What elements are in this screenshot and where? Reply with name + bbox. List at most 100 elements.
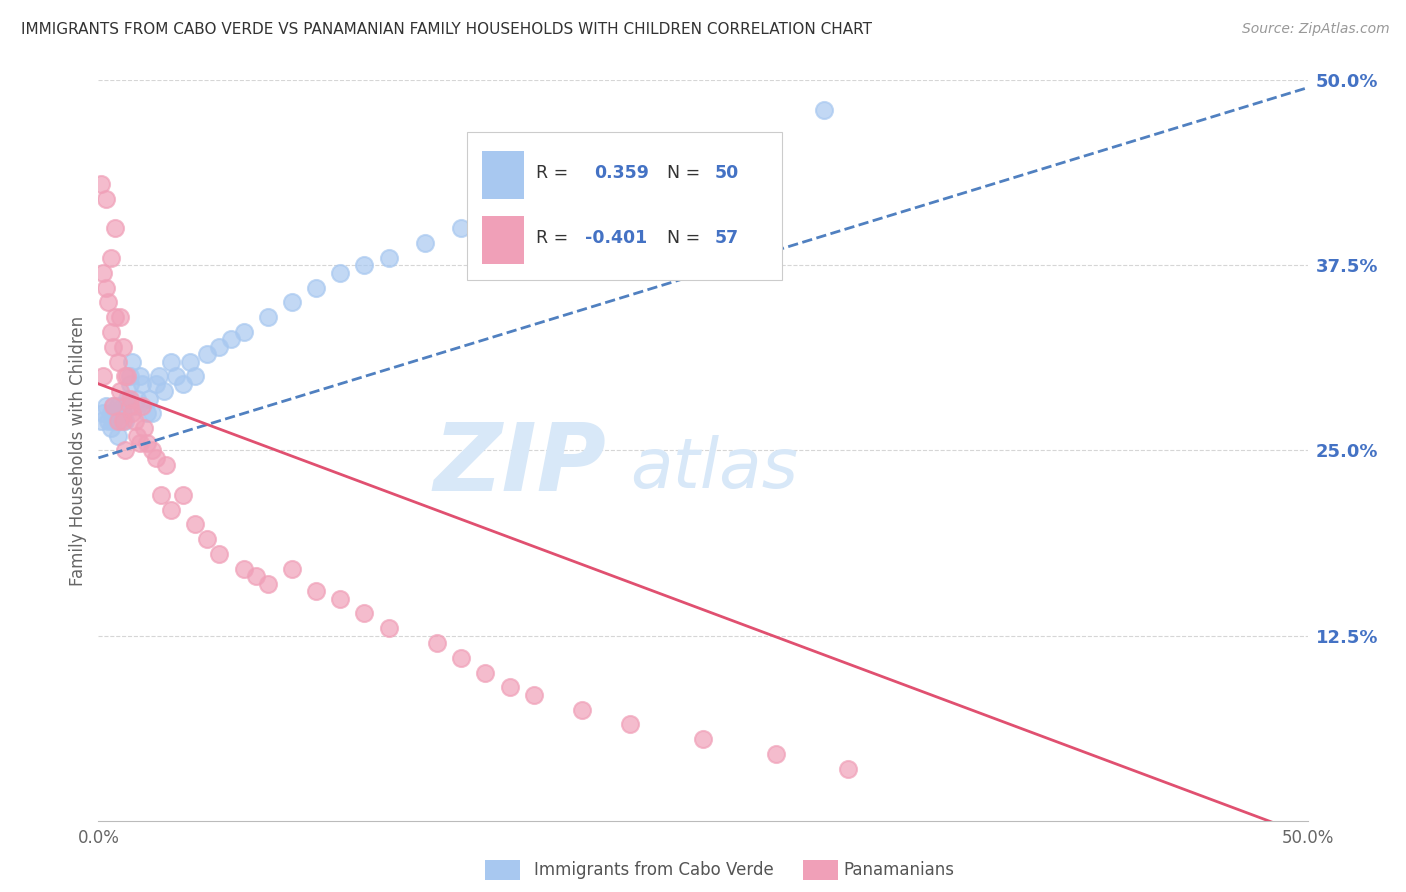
Point [523, 688, 546, 702]
Text: Immigrants from Cabo Verde: Immigrants from Cabo Verde [534, 861, 775, 879]
Point [208, 547, 231, 561]
Point [128, 369, 150, 384]
Point [90, 414, 112, 428]
Point [107, 399, 129, 413]
Point [281, 295, 304, 310]
Point [353, 607, 375, 621]
Point [97, 414, 120, 428]
Point [172, 488, 194, 502]
Point [184, 517, 207, 532]
Text: 57: 57 [716, 229, 740, 247]
Point [498, 192, 520, 206]
Point [91, 369, 114, 384]
Point [118, 369, 141, 384]
Point [100, 325, 122, 339]
Point [134, 421, 156, 435]
Point [498, 681, 520, 695]
Point [305, 584, 328, 599]
Point [377, 251, 399, 265]
Point [111, 399, 134, 413]
Point [141, 407, 163, 421]
Point [232, 325, 254, 339]
Point [100, 407, 122, 421]
Point [91, 266, 114, 280]
Point [111, 407, 134, 421]
Point [94, 192, 117, 206]
Point [450, 221, 472, 235]
Point [179, 354, 201, 368]
Point [124, 399, 146, 413]
Point [90, 177, 112, 191]
Point [101, 399, 124, 413]
Point [131, 399, 153, 413]
Point [281, 562, 304, 576]
Point [305, 280, 328, 294]
Text: 0.359: 0.359 [595, 164, 650, 182]
Point [329, 591, 352, 606]
Point [107, 354, 129, 368]
Point [91, 407, 114, 421]
Point [114, 369, 136, 384]
Text: ZIP: ZIP [433, 419, 606, 511]
Point [135, 436, 157, 450]
Point [94, 280, 117, 294]
Point [101, 340, 124, 354]
Point [114, 443, 136, 458]
Point [160, 354, 183, 368]
Point [195, 347, 218, 361]
Point [813, 103, 835, 117]
Text: IMMIGRANTS FROM CABO VERDE VS PANAMANIAN FAMILY HOUSEHOLDS WITH CHILDREN CORRELA: IMMIGRANTS FROM CABO VERDE VS PANAMANIAN… [21, 22, 872, 37]
Text: Source: ZipAtlas.com: Source: ZipAtlas.com [1241, 22, 1389, 37]
Point [131, 376, 153, 391]
Point [127, 428, 149, 442]
FancyBboxPatch shape [482, 151, 524, 199]
Point [155, 458, 177, 473]
Point [571, 177, 593, 191]
Point [474, 665, 496, 680]
Point [100, 251, 122, 265]
Point [256, 310, 278, 325]
Text: R =: R = [536, 229, 574, 247]
Point [128, 436, 150, 450]
Point [150, 488, 173, 502]
Point [135, 407, 157, 421]
Point [138, 392, 160, 406]
Point [413, 236, 436, 251]
Point [114, 414, 136, 428]
Point [107, 414, 129, 428]
Text: N =: N = [666, 164, 700, 182]
Text: -0.401: -0.401 [585, 229, 647, 247]
Text: R =: R = [536, 164, 579, 182]
Text: N =: N = [666, 229, 700, 247]
Point [117, 369, 139, 384]
Point [104, 221, 127, 235]
Point [208, 340, 231, 354]
Point [184, 369, 207, 384]
Point [121, 354, 143, 368]
Point [111, 340, 134, 354]
Point [97, 295, 120, 310]
Point [256, 576, 278, 591]
Point [94, 399, 117, 413]
Point [100, 421, 122, 435]
Point [108, 310, 131, 325]
Point [104, 407, 127, 421]
Point [107, 428, 129, 442]
Point [101, 399, 124, 413]
Point [152, 384, 174, 399]
Text: 50: 50 [716, 164, 740, 182]
Point [221, 332, 243, 346]
Point [426, 636, 449, 650]
Point [165, 369, 187, 384]
Text: Panamanians: Panamanians [844, 861, 955, 879]
Point [195, 533, 218, 547]
Y-axis label: Family Households with Children: Family Households with Children [69, 316, 87, 585]
Point [245, 569, 267, 583]
Point [450, 650, 472, 665]
Point [619, 717, 641, 731]
Point [101, 414, 124, 428]
Point [117, 392, 139, 406]
Text: atlas: atlas [630, 435, 799, 502]
Point [104, 310, 127, 325]
Point [329, 266, 352, 280]
